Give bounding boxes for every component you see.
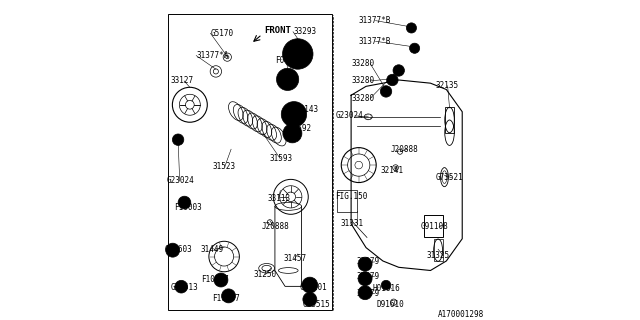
Text: 31449: 31449	[201, 245, 224, 254]
Text: 33280: 33280	[351, 94, 374, 103]
Circle shape	[287, 44, 308, 64]
Text: 31523: 31523	[212, 162, 235, 171]
Circle shape	[406, 23, 417, 33]
Text: 31377*B: 31377*B	[359, 16, 391, 25]
Circle shape	[307, 296, 313, 302]
Text: J20888: J20888	[261, 222, 289, 231]
Circle shape	[389, 77, 396, 83]
Text: 33293: 33293	[293, 27, 316, 36]
Circle shape	[282, 39, 313, 69]
Text: 33279: 33279	[356, 289, 380, 298]
Text: G91108: G91108	[421, 222, 449, 231]
Text: G33513: G33513	[171, 283, 198, 292]
Text: 31377*A: 31377*A	[196, 51, 228, 60]
Text: G23024: G23024	[335, 111, 363, 120]
Circle shape	[225, 292, 232, 300]
Circle shape	[384, 283, 388, 287]
Circle shape	[358, 257, 372, 271]
Circle shape	[169, 246, 177, 254]
Text: 31593: 31593	[269, 154, 292, 163]
Circle shape	[175, 137, 181, 142]
Circle shape	[361, 260, 369, 268]
Circle shape	[281, 101, 307, 127]
Text: D91610: D91610	[376, 300, 404, 308]
Circle shape	[221, 289, 236, 303]
Text: J20888: J20888	[390, 145, 418, 154]
Circle shape	[383, 88, 389, 95]
Text: 31331: 31331	[340, 219, 364, 228]
Circle shape	[285, 105, 303, 123]
Bar	[424, 215, 443, 237]
Text: F10003: F10003	[174, 204, 202, 212]
Bar	[445, 107, 454, 133]
Bar	[168, 14, 332, 310]
Text: 33127: 33127	[171, 76, 194, 85]
Text: 32135: 32135	[436, 81, 459, 90]
Text: 33279: 33279	[356, 272, 380, 281]
Circle shape	[409, 25, 414, 30]
Circle shape	[306, 281, 314, 289]
Text: 33113: 33113	[268, 194, 291, 203]
Circle shape	[175, 280, 188, 293]
Text: 31377*B: 31377*B	[359, 37, 391, 46]
Text: C62201: C62201	[300, 283, 327, 292]
Text: G73521: G73521	[436, 173, 463, 182]
Circle shape	[172, 134, 184, 145]
Text: 33279: 33279	[356, 257, 380, 267]
Text: F04703: F04703	[276, 56, 303, 65]
Text: 32141: 32141	[380, 166, 403, 175]
Circle shape	[381, 280, 391, 290]
Polygon shape	[351, 80, 462, 270]
Text: G5170: G5170	[211, 29, 234, 38]
Text: 33280: 33280	[351, 59, 374, 68]
Circle shape	[387, 74, 398, 86]
Circle shape	[361, 275, 369, 283]
Text: A170001298: A170001298	[438, 310, 484, 319]
Circle shape	[283, 124, 302, 143]
Circle shape	[181, 199, 188, 206]
Circle shape	[214, 273, 228, 287]
Circle shape	[287, 128, 298, 139]
Circle shape	[280, 72, 294, 86]
Circle shape	[178, 284, 184, 290]
Circle shape	[217, 276, 225, 284]
Text: G23024: G23024	[167, 176, 195, 186]
Circle shape	[358, 272, 372, 286]
Bar	[337, 190, 357, 212]
Text: G23515: G23515	[303, 300, 330, 308]
Text: 31250: 31250	[253, 270, 276, 279]
Text: 31457: 31457	[284, 254, 307, 263]
Circle shape	[393, 65, 404, 76]
Text: 31592: 31592	[289, 124, 312, 133]
Text: F10057: F10057	[201, 275, 228, 284]
Circle shape	[358, 286, 372, 300]
Circle shape	[302, 277, 318, 293]
Text: H01616: H01616	[372, 284, 400, 293]
Circle shape	[361, 289, 369, 297]
Text: F10057: F10057	[212, 294, 240, 303]
Circle shape	[178, 196, 191, 209]
Text: 33143: 33143	[295, 105, 318, 114]
Text: FRONT: FRONT	[264, 26, 291, 35]
Circle shape	[303, 292, 317, 306]
Circle shape	[380, 86, 392, 97]
Circle shape	[166, 243, 180, 257]
Circle shape	[276, 68, 299, 91]
Circle shape	[410, 43, 420, 53]
Text: G53603: G53603	[164, 245, 192, 254]
Text: 31325: 31325	[426, 251, 449, 260]
Circle shape	[412, 46, 417, 51]
Text: FIG.150: FIG.150	[335, 192, 367, 201]
Bar	[434, 239, 442, 261]
Circle shape	[396, 67, 402, 74]
Text: 33280: 33280	[351, 76, 374, 85]
